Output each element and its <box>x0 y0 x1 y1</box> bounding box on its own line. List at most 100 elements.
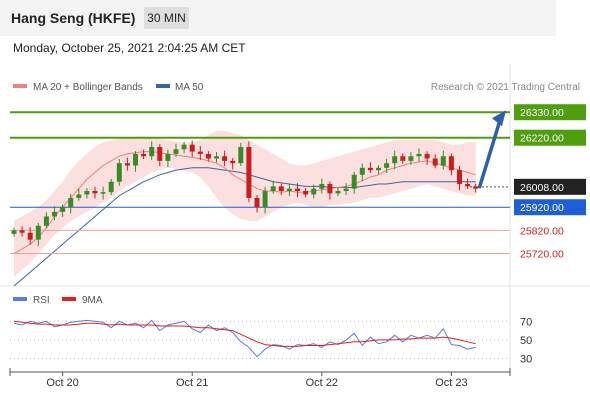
candle-body-48 <box>400 156 406 161</box>
chart-title: Hang Seng (HKFE) <box>11 10 136 26</box>
level-tag-bg-2 <box>514 178 586 195</box>
candles <box>11 140 479 246</box>
candle-body-27 <box>230 160 236 164</box>
rsi-line <box>13 319 476 358</box>
candle-body-3 <box>35 225 41 240</box>
level-lines <box>10 111 510 255</box>
forecast-arrow-head <box>492 110 506 127</box>
candle-body-9 <box>84 191 90 195</box>
rsi-tick-label-2: 30 <box>520 354 532 366</box>
candle-body-31 <box>262 191 268 208</box>
candle-body-30 <box>254 197 260 208</box>
level-tag-0: 26330.00 <box>520 107 564 119</box>
legend-ma50-label: MA 50 <box>175 82 204 93</box>
forecast-arrow <box>477 110 506 189</box>
legend-9ma-label: 9MA <box>82 295 103 306</box>
timeframe-button[interactable]: 30 MIN <box>144 7 189 29</box>
bollinger-band-area <box>14 130 476 277</box>
candle-body-5 <box>52 211 57 217</box>
candle-body-32 <box>270 186 276 191</box>
candle-body-25 <box>214 156 219 159</box>
legend-rsi-swatch <box>13 297 27 301</box>
candle-body-33 <box>278 186 284 191</box>
level-tag-1: 26220.00 <box>520 133 564 145</box>
candle-body-24 <box>205 153 211 159</box>
candle-body-4 <box>43 216 49 226</box>
level-tag-2: 26008.00 <box>520 182 564 194</box>
level-tags: 26330.00 26220.00 26008.00 25920.00 25820.00… <box>514 104 586 261</box>
candle-body-35 <box>295 188 300 191</box>
legend-9ma-swatch <box>62 297 76 301</box>
candle-body-56 <box>465 184 471 187</box>
rsi-legend: RSI 9MA <box>13 295 103 306</box>
rsi-grid: 70 50 30 <box>10 316 532 366</box>
candle-body-57 <box>473 186 479 189</box>
candle-body-26 <box>222 156 228 161</box>
candle-body-21 <box>181 144 187 150</box>
legend-ma50-swatch <box>156 84 170 88</box>
candle-body-20 <box>173 149 179 154</box>
candle-body-12 <box>108 181 114 193</box>
level-tag-bg-0 <box>514 104 586 121</box>
level-tag-3: 25920.00 <box>520 202 564 214</box>
bollinger-band <box>14 130 476 277</box>
candle-body-50 <box>416 153 422 157</box>
ma20-line <box>13 151 476 255</box>
candle-body-44 <box>367 167 373 171</box>
candle-body-29 <box>246 146 252 198</box>
candle-body-1 <box>19 230 25 233</box>
price-legend: MA 20 + Bollinger Bands MA 50 <box>13 82 204 93</box>
candle-body-34 <box>286 188 292 191</box>
candle-body-2 <box>27 232 33 240</box>
x-axis-ticks: Oct 20 Oct 21 Oct 22 Oct 23 <box>9 368 511 389</box>
legend-rsi-label: RSI <box>33 295 50 306</box>
level-tag-bg-1 <box>514 129 586 146</box>
candle-body-17 <box>149 146 155 157</box>
legend-ma20-swatch <box>13 84 27 88</box>
candle-body-55 <box>457 170 462 185</box>
forecast-arrow-shaft <box>477 118 502 189</box>
legend-ma20-label: MA 20 + Bollinger Bands <box>33 82 143 93</box>
candle-body-19 <box>165 153 171 161</box>
candle-body-47 <box>392 156 398 164</box>
candle-body-41 <box>343 188 349 191</box>
x-tick-label-3: Oct 23 <box>435 377 467 389</box>
candle-body-37 <box>311 188 317 195</box>
candle-body-15 <box>133 153 138 166</box>
x-tick-label-1: Oct 21 <box>176 377 208 389</box>
candle-body-0 <box>11 230 17 234</box>
candle-body-22 <box>189 144 195 152</box>
candle-body-38 <box>319 184 325 189</box>
candle-body-51 <box>424 153 430 159</box>
candle-body-53 <box>440 156 446 166</box>
candle-body-28 <box>238 146 244 164</box>
candle-body-52 <box>432 158 438 166</box>
candle-body-6 <box>60 207 66 212</box>
candle-body-39 <box>327 184 333 194</box>
candle-body-45 <box>376 167 381 171</box>
candle-body-42 <box>351 174 357 189</box>
moving-averages <box>13 151 476 287</box>
level-tag-bg-3 <box>514 199 586 216</box>
header-bar: Hang Seng (HKFE) 30 MIN <box>0 0 556 36</box>
candle-body-23 <box>197 151 203 154</box>
x-tick-label-2: Oct 22 <box>306 377 338 389</box>
candle-body-13 <box>116 163 122 182</box>
candle-body-7 <box>68 197 74 208</box>
candle-body-49 <box>408 156 414 161</box>
candle-body-11 <box>100 192 106 194</box>
candle-body-43 <box>359 167 365 175</box>
candle-body-36 <box>303 191 309 195</box>
credit-text: Research © 2021 Trading Central <box>431 82 580 93</box>
rsi-tick-label-1: 50 <box>520 335 532 347</box>
rsi-tick-label-0: 70 <box>520 316 532 328</box>
candle-body-10 <box>92 191 98 194</box>
candle-body-18 <box>157 146 163 161</box>
candle-body-40 <box>335 191 341 194</box>
candle-body-8 <box>76 194 82 198</box>
rsi-ma-line <box>13 320 476 347</box>
candle-body-46 <box>384 163 390 168</box>
level-tag-5: 25720.00 <box>520 249 564 261</box>
level-tag-4: 25820.00 <box>520 225 564 237</box>
